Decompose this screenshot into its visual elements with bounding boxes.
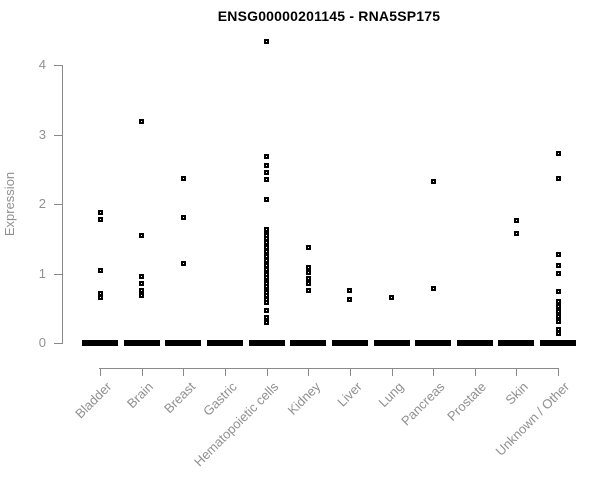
x-axis-tick bbox=[308, 368, 310, 376]
data-point bbox=[264, 300, 270, 306]
x-tick-label: Pancreas bbox=[398, 379, 448, 429]
data-point bbox=[305, 281, 311, 287]
data-point bbox=[264, 319, 270, 325]
x-axis-tick bbox=[433, 368, 435, 376]
y-axis-tick bbox=[54, 273, 62, 275]
data-point bbox=[555, 262, 561, 268]
data-point bbox=[180, 260, 186, 266]
x-axis-tick bbox=[183, 368, 185, 376]
x-tick-label: Breast bbox=[160, 379, 199, 417]
x-axis-tick bbox=[141, 368, 143, 376]
data-point bbox=[97, 209, 103, 215]
zero-cluster-bar bbox=[331, 340, 368, 346]
data-point bbox=[264, 38, 270, 44]
zero-cluster-bar bbox=[498, 340, 535, 346]
data-point bbox=[180, 176, 186, 182]
chart-title: ENSG00000201145 - RNA5SP175 bbox=[217, 8, 441, 24]
data-point bbox=[264, 170, 270, 176]
data-point bbox=[139, 274, 145, 280]
data-point bbox=[555, 251, 561, 257]
x-tick-label: Unknown / Other bbox=[493, 379, 573, 459]
data-point bbox=[555, 151, 561, 157]
data-point bbox=[264, 307, 270, 313]
zero-cluster-bar bbox=[456, 340, 493, 346]
data-point bbox=[513, 231, 519, 237]
x-tick-label: Brain bbox=[124, 379, 157, 412]
data-point bbox=[555, 304, 561, 310]
data-point bbox=[139, 119, 145, 125]
data-point bbox=[555, 271, 561, 276]
data-point bbox=[555, 289, 561, 295]
data-point bbox=[264, 315, 270, 321]
data-point bbox=[389, 295, 395, 301]
data-point bbox=[180, 215, 186, 221]
data-point bbox=[555, 176, 561, 182]
data-point bbox=[264, 177, 270, 183]
y-axis-tick bbox=[54, 204, 62, 205]
data-point bbox=[555, 314, 561, 320]
data-point bbox=[139, 280, 145, 286]
y-tick-label: 0 bbox=[38, 335, 46, 350]
data-point bbox=[430, 178, 436, 184]
zero-cluster-bar bbox=[373, 340, 410, 346]
x-axis-tick bbox=[100, 368, 102, 376]
data-point bbox=[264, 153, 270, 159]
y-axis-label: Expression bbox=[2, 171, 17, 237]
data-point bbox=[139, 287, 145, 293]
data-point bbox=[139, 233, 145, 239]
data-point bbox=[347, 296, 353, 302]
zero-cluster-bar bbox=[248, 340, 285, 346]
x-axis-tick bbox=[225, 368, 227, 376]
data-point bbox=[264, 162, 270, 168]
zero-cluster-bar bbox=[123, 340, 160, 346]
data-point bbox=[139, 292, 145, 298]
y-tick-label: 1 bbox=[38, 265, 46, 281]
y-tick-label: 3 bbox=[38, 126, 46, 142]
zero-cluster-bar bbox=[82, 340, 119, 346]
data-point bbox=[430, 285, 436, 291]
data-point bbox=[555, 318, 561, 324]
x-tick-label: Prostate bbox=[444, 379, 490, 424]
data-point bbox=[97, 268, 103, 274]
zero-cluster-bar bbox=[165, 340, 202, 346]
x-tick-label: Bladder bbox=[72, 379, 115, 422]
data-point bbox=[97, 217, 103, 223]
data-point bbox=[305, 265, 311, 271]
zero-cluster-bar bbox=[207, 340, 244, 346]
x-axis-tick bbox=[391, 368, 393, 376]
data-point bbox=[305, 275, 311, 281]
x-tick-label: Skin bbox=[502, 379, 532, 408]
data-point bbox=[555, 309, 561, 315]
x-axis-tick bbox=[474, 368, 476, 376]
data-point bbox=[305, 270, 311, 276]
y-tick-label: 4 bbox=[38, 57, 46, 72]
y-axis-line bbox=[62, 65, 63, 344]
x-axis-tick bbox=[558, 368, 560, 376]
y-axis-tick bbox=[54, 343, 62, 344]
x-tick-label: Gastric bbox=[199, 379, 240, 419]
data-point bbox=[97, 295, 103, 301]
data-point bbox=[513, 218, 519, 224]
y-tick-label: 2 bbox=[38, 196, 46, 211]
data-point bbox=[305, 287, 311, 293]
zero-cluster-bar bbox=[290, 340, 327, 346]
x-axis-line bbox=[99, 368, 559, 369]
zero-cluster-bar bbox=[540, 340, 577, 346]
data-point bbox=[347, 287, 353, 293]
x-axis-tick bbox=[266, 368, 268, 376]
data-point bbox=[555, 330, 561, 336]
zero-cluster-bar bbox=[415, 340, 452, 346]
y-axis-tick bbox=[54, 134, 62, 136]
y-axis-tick bbox=[54, 65, 62, 66]
x-axis-tick bbox=[349, 368, 351, 376]
x-axis-tick bbox=[516, 368, 518, 376]
data-point bbox=[305, 245, 311, 251]
data-point bbox=[97, 291, 103, 297]
data-point bbox=[555, 299, 561, 305]
x-tick-label: Lung bbox=[375, 379, 407, 411]
x-tick-label: Liver bbox=[333, 379, 365, 410]
x-tick-label: Kidney bbox=[284, 379, 323, 418]
data-point bbox=[264, 197, 270, 203]
